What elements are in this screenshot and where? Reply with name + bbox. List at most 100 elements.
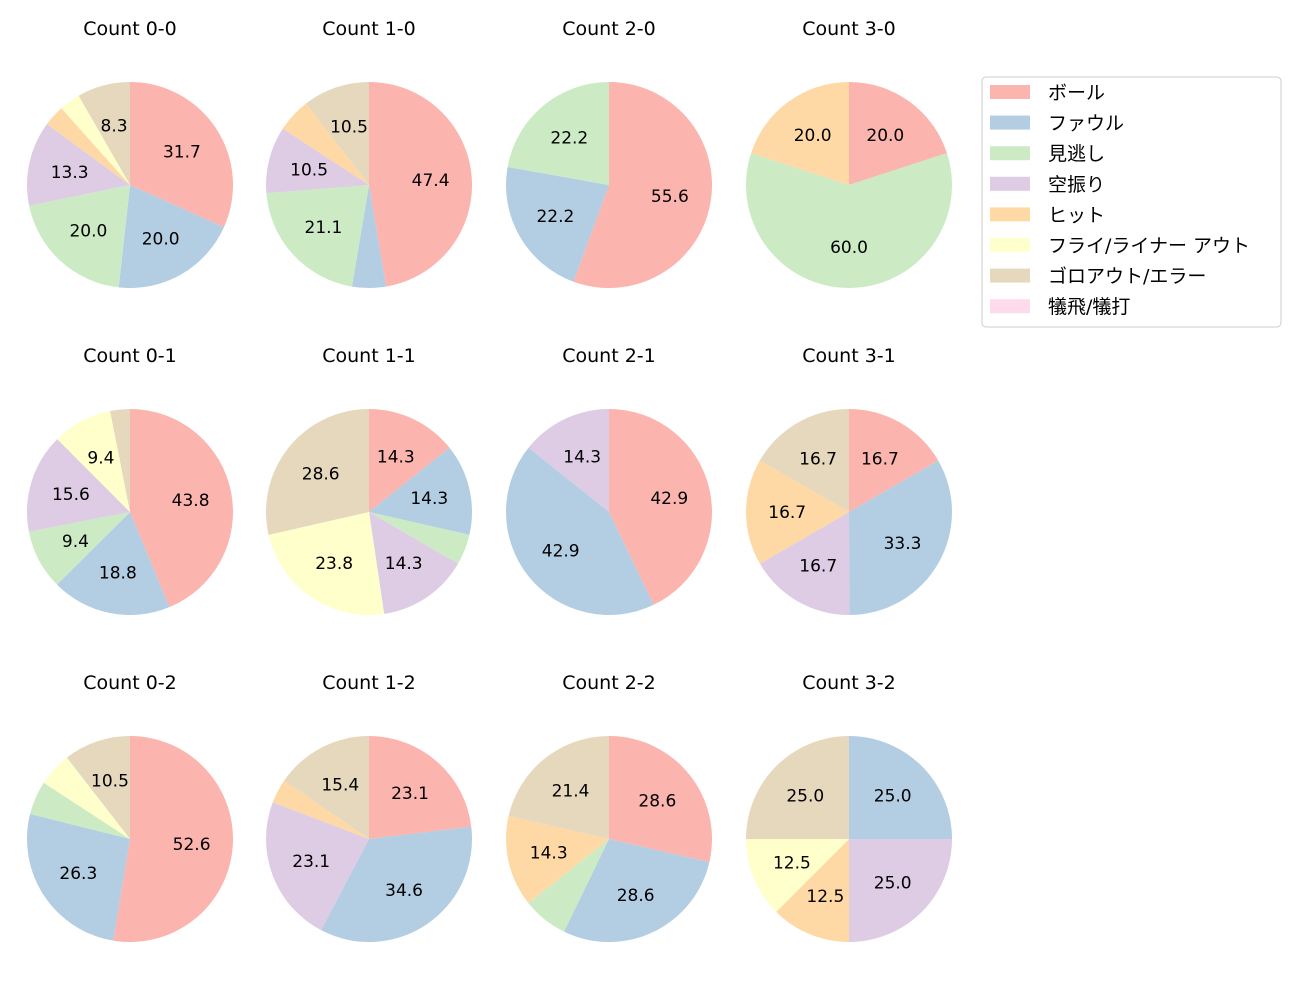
slice-label: 25.0	[786, 786, 824, 806]
pie-slice-ファウル	[118, 185, 224, 288]
pie-slice-ボール	[609, 409, 713, 605]
pie-slice-空振り	[528, 409, 609, 512]
pie-slice-ボール	[113, 736, 233, 942]
pie-slice-ヒット	[505, 815, 609, 904]
pie-slice-フライ/ライナー アウト	[268, 512, 385, 615]
pie-title: Count 3-2	[802, 672, 896, 694]
pie-count-2-1: Count 2-1 42.9 42.9 14.3	[506, 345, 713, 615]
pie-slice-見逃し	[369, 512, 470, 564]
pie-slice-ボール	[849, 82, 947, 185]
legend-swatch	[990, 268, 1030, 283]
pie-count-3-0: Count 3-0 20.0 60.0 20.0	[746, 18, 952, 289]
pie-count-2-2: Count 2-2 28.6 28.6 14.3 21.4	[505, 672, 713, 942]
pie-slice-ヒット	[46, 108, 131, 185]
slice-label: 28.6	[302, 464, 340, 484]
pie-slice-ファウル	[506, 447, 654, 615]
legend-entry: ボール	[1048, 82, 1105, 104]
slice-label: 14.3	[377, 447, 415, 467]
slice-label: 10.5	[91, 772, 129, 792]
pie-title: Count 0-1	[83, 345, 177, 367]
legend-entry: 見逃し	[1048, 143, 1105, 165]
slice-label: 16.7	[861, 449, 899, 469]
pie-count-0-1: Count 0-1 43.8 18.8 9.4 15.6 9.4	[26, 345, 234, 615]
pie-slice-フライ/ライナー アウト	[57, 410, 130, 512]
slice-label: 23.1	[391, 784, 429, 804]
slice-label: 9.4	[87, 448, 114, 468]
pie-slice-見逃し	[507, 82, 609, 185]
pie-slice-ボール	[369, 409, 450, 512]
pie-slice-ボール	[130, 409, 234, 608]
pie-slice-フライ/ライナー アウト	[43, 757, 130, 839]
slice-label: 28.6	[617, 886, 655, 906]
pie-slice-ファウル	[351, 185, 387, 288]
pie-slice-ゴロアウト/エラー	[746, 736, 849, 839]
pie-slice-ボール	[609, 736, 713, 863]
slice-label: 13.3	[51, 163, 89, 183]
pie-title: Count 3-1	[802, 345, 896, 367]
slice-label: 28.6	[638, 792, 676, 812]
pie-slice-ファウル	[321, 826, 472, 942]
slice-label: 22.2	[550, 129, 588, 149]
pie-count-0-0: Count 0-0 31.7 20.0 20.0 13.3 8.3	[26, 18, 233, 288]
pie-title: Count 2-2	[562, 672, 656, 694]
pie-slice-ファウル	[849, 460, 953, 615]
slice-label: 12.5	[806, 887, 844, 907]
pie-count-1-2: Count 1-2 23.1 34.6 23.1 15.4	[266, 672, 472, 942]
pie-slice-ファウル	[56, 512, 170, 615]
pie-title: Count 3-0	[802, 18, 896, 40]
pie-count-3-2: Count 3-2 25.0 25.0 12.5 12.5 25.0	[746, 672, 952, 942]
pie-slice-ゴロアウト/エラー	[110, 409, 130, 512]
pie-slice-ファウル	[563, 839, 710, 942]
slice-label: 55.6	[651, 187, 689, 207]
pie-title: Count 1-2	[322, 672, 416, 694]
pie-slice-ボール	[573, 81, 713, 288]
pie-slice-見逃し	[746, 153, 952, 289]
pie-slice-空振り	[26, 439, 130, 532]
pie-count-3-1: Count 3-1 16.7 33.3 16.7 16.7 16.7	[746, 345, 953, 615]
pie-title: Count 2-1	[562, 345, 656, 367]
pie-slice-ゴロアウト/エラー	[266, 409, 369, 535]
pie-count-2-0: Count 2-0 55.6 22.2 22.2	[506, 18, 713, 288]
pie-slice-ファウル	[506, 166, 609, 282]
slice-label: 23.8	[315, 554, 353, 574]
slice-label: 43.8	[172, 491, 210, 511]
slice-label: 60.0	[830, 238, 868, 258]
pie-slice-見逃し	[30, 782, 130, 839]
slice-label: 16.7	[799, 449, 837, 469]
legend-swatch	[990, 207, 1030, 222]
pie-title: Count 1-1	[322, 345, 416, 367]
slice-label: 42.9	[650, 489, 688, 509]
legend-frame	[981, 76, 1282, 328]
slice-label: 18.8	[99, 564, 137, 584]
pie-slice-空振り	[266, 128, 369, 194]
pie-slice-空振り	[759, 512, 850, 615]
legend-entry: ファウル	[1048, 113, 1124, 135]
slice-label: 20.0	[794, 126, 832, 146]
pie-slice-ヒット	[272, 780, 369, 839]
slice-label: 25.0	[874, 786, 912, 806]
pie-count-1-1: Count 1-1 14.3 14.3 14.3 23.8 28.6	[266, 345, 473, 615]
slice-label: 47.4	[412, 171, 450, 191]
pie-slice-フライ/ライナー アウト	[746, 839, 849, 912]
pie-slice-ボール	[369, 82, 473, 287]
pie-slice-空振り	[849, 839, 952, 942]
slice-label: 14.3	[385, 554, 423, 574]
pie-slice-ボール	[849, 409, 939, 512]
pie-slice-空振り	[26, 124, 130, 206]
pie-title: Count 1-0	[322, 18, 416, 40]
pie-title: Count 0-0	[83, 18, 177, 40]
legend-swatch	[990, 85, 1030, 99]
pie-slice-ボール	[130, 82, 233, 228]
slice-label: 14.3	[563, 447, 601, 467]
pie-title: Count 2-0	[562, 18, 656, 40]
slice-label: 16.7	[799, 557, 837, 577]
slice-label: 22.2	[536, 207, 574, 227]
slice-label: 20.0	[69, 222, 107, 242]
pie-count-1-0: Count 1-0 47.4 21.1 10.5 10.5	[266, 18, 473, 288]
pie-slice-見逃し	[528, 839, 609, 932]
legend-entry: 犠飛/犠打	[1048, 296, 1130, 318]
legend-swatch	[990, 176, 1030, 191]
pie-slice-ヒット	[751, 82, 849, 185]
